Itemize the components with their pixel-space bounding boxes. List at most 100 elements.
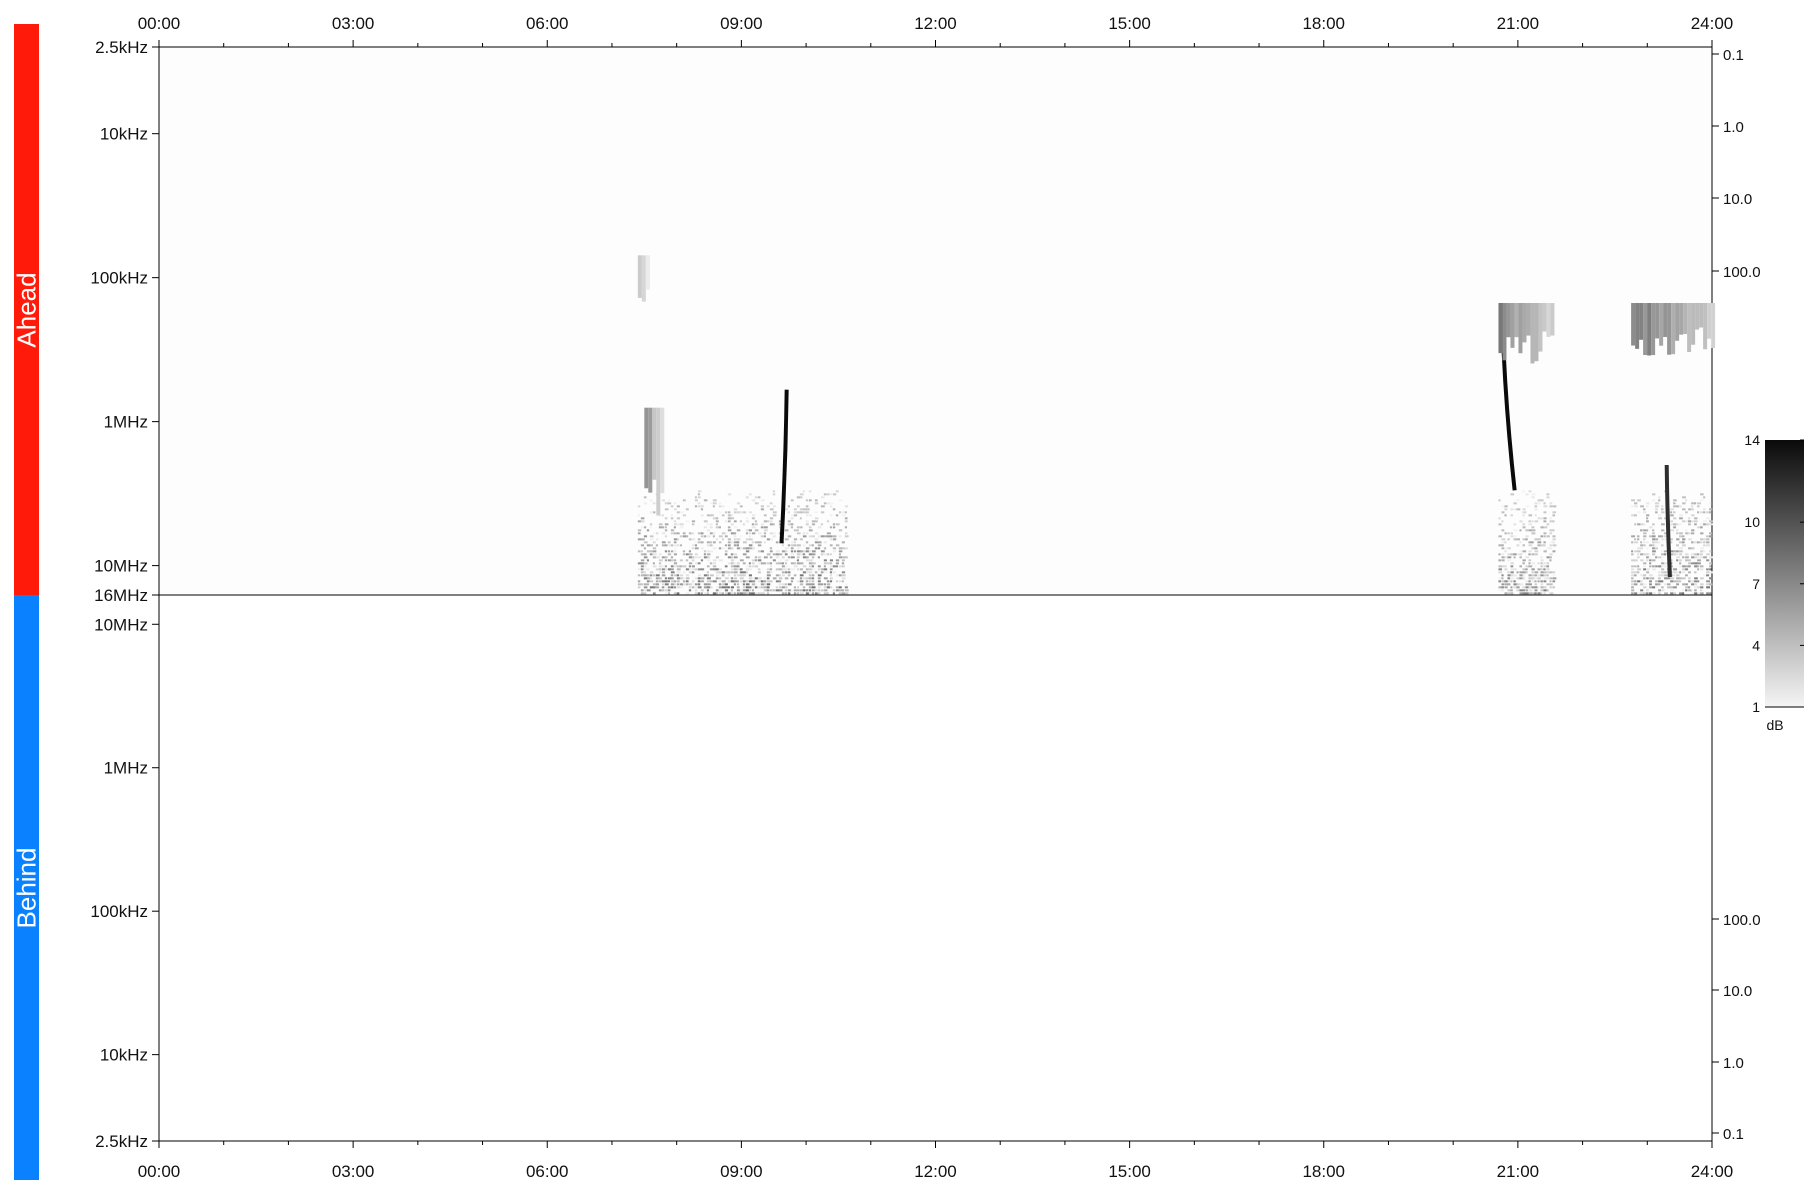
noise-pixel bbox=[757, 580, 762, 583]
noise-pixel bbox=[727, 538, 732, 541]
noise-pixel bbox=[670, 559, 674, 562]
noise-pixel bbox=[763, 541, 766, 544]
noise-pixel bbox=[1673, 574, 1676, 577]
noise-pixel bbox=[772, 553, 776, 556]
noise-pixel bbox=[1643, 523, 1646, 526]
noise-pixel bbox=[1661, 580, 1664, 583]
noise-pixel bbox=[772, 493, 776, 496]
noise-pixel bbox=[1646, 541, 1649, 544]
noise-pixel bbox=[817, 565, 821, 568]
noise-pixel bbox=[1652, 568, 1656, 571]
noise-pixel bbox=[811, 592, 815, 595]
noise-pixel bbox=[811, 523, 816, 526]
noise-pixel bbox=[1637, 556, 1640, 559]
noise-pixel bbox=[643, 502, 648, 505]
noise-pixel bbox=[736, 586, 740, 589]
noise-pixel bbox=[718, 526, 721, 529]
noise-pixel bbox=[1516, 571, 1519, 574]
noise-pixel bbox=[682, 583, 686, 586]
noise-pixel bbox=[1649, 592, 1653, 595]
noise-pixel bbox=[1661, 523, 1665, 526]
noise-pixel bbox=[697, 496, 701, 499]
noise-pixel bbox=[772, 532, 777, 535]
noise-pixel bbox=[1658, 574, 1662, 577]
noise-pixel bbox=[1631, 550, 1634, 553]
noise-pixel bbox=[1552, 538, 1556, 541]
noise-pixel bbox=[649, 580, 654, 583]
noise-pixel bbox=[757, 544, 762, 547]
noise-pixel bbox=[1661, 511, 1665, 514]
noise-pixel bbox=[649, 571, 654, 574]
noise-pixel bbox=[745, 586, 749, 589]
noise-pixel bbox=[823, 571, 828, 574]
noise-pixel bbox=[814, 532, 819, 535]
noise-pixel bbox=[1546, 496, 1550, 499]
noise-pixel bbox=[1694, 541, 1699, 544]
noise-pixel bbox=[736, 562, 740, 565]
noise-pixel bbox=[688, 571, 692, 574]
noise-pixel bbox=[730, 568, 735, 571]
noise-pixel bbox=[1646, 577, 1649, 580]
noise-pixel bbox=[721, 574, 725, 577]
noise-pixel bbox=[1552, 520, 1555, 523]
noise-pixel bbox=[1664, 562, 1668, 565]
noise-pixel bbox=[1531, 532, 1536, 535]
noise-pixel bbox=[643, 556, 648, 559]
noise-pixel bbox=[760, 592, 765, 595]
noise-pixel bbox=[646, 589, 651, 592]
noise-pixel bbox=[751, 577, 755, 580]
noise-pixel bbox=[766, 562, 770, 565]
noise-pixel bbox=[805, 514, 809, 517]
noise-pixel bbox=[670, 556, 674, 559]
noise-pixel bbox=[1534, 508, 1538, 511]
noise-pixel bbox=[1709, 502, 1712, 505]
noise-pixel bbox=[706, 571, 709, 574]
noise-pixel bbox=[793, 508, 797, 511]
noise-pixel bbox=[754, 541, 759, 544]
noise-pixel bbox=[820, 511, 825, 514]
noise-pixel bbox=[838, 586, 842, 589]
noise-pixel bbox=[649, 577, 653, 580]
noise-pixel bbox=[802, 589, 806, 592]
noise-pixel bbox=[1631, 574, 1636, 577]
noise-pixel bbox=[736, 541, 740, 544]
noise-pixel bbox=[661, 541, 666, 544]
noise-pixel bbox=[829, 562, 833, 565]
noise-pixel bbox=[1682, 583, 1685, 586]
x-tick-label-top: 00:00 bbox=[138, 14, 181, 33]
x-tick-label-bottom: 09:00 bbox=[720, 1162, 763, 1181]
noise-pixel bbox=[655, 583, 660, 586]
noise-pixel bbox=[640, 562, 645, 565]
noise-pixel bbox=[718, 511, 722, 514]
noise-pixel bbox=[808, 526, 812, 529]
noise-pixel bbox=[1504, 568, 1508, 571]
noise-pixel bbox=[724, 571, 729, 574]
noise-pixel bbox=[742, 571, 747, 574]
noise-pixel bbox=[1658, 580, 1662, 583]
noise-pixel bbox=[760, 508, 765, 511]
noise-pixel bbox=[706, 523, 709, 526]
noise-pixel bbox=[661, 589, 665, 592]
noise-pixel bbox=[718, 505, 722, 508]
noise-pixel bbox=[1676, 577, 1680, 580]
noise-pixel bbox=[769, 547, 773, 550]
noise-pixel bbox=[715, 538, 719, 541]
noise-pixel bbox=[742, 562, 746, 565]
noise-pixel bbox=[1706, 583, 1710, 586]
noise-pixel bbox=[1634, 502, 1638, 505]
noise-pixel bbox=[1700, 526, 1703, 529]
noise-pixel bbox=[1543, 562, 1546, 565]
noise-pixel bbox=[1634, 514, 1637, 517]
noise-pixel bbox=[1676, 580, 1680, 583]
colorbar-tick-label: 10 bbox=[1744, 514, 1760, 530]
noise-pixel bbox=[1528, 586, 1532, 589]
noise-pixel bbox=[706, 583, 711, 586]
noise-pixel bbox=[724, 589, 729, 592]
noise-pixel bbox=[808, 577, 812, 580]
noise-pixel bbox=[757, 592, 761, 595]
noise-pixel bbox=[766, 574, 771, 577]
noise-pixel bbox=[769, 502, 773, 505]
noise-pixel bbox=[658, 571, 662, 574]
noise-pixel bbox=[697, 541, 701, 544]
noise-pixel bbox=[1655, 586, 1659, 589]
